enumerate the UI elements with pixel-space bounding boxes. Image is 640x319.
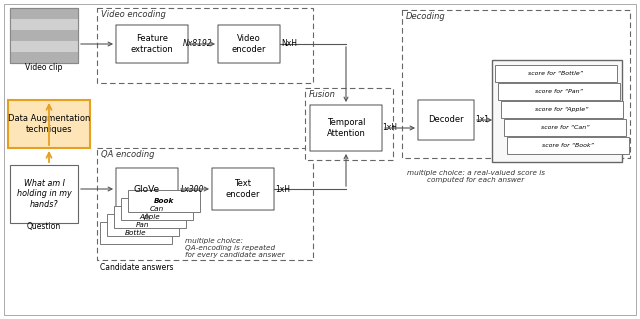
Text: QA encoding: QA encoding: [101, 150, 154, 159]
Bar: [10, 8, 78, 63]
Text: Decoding: Decoding: [406, 12, 445, 21]
Text: Video encoding: Video encoding: [101, 10, 166, 19]
Bar: [107, 214, 179, 236]
Text: Text
encoder: Text encoder: [226, 179, 260, 199]
FancyBboxPatch shape: [418, 100, 474, 140]
FancyBboxPatch shape: [310, 105, 382, 151]
Text: Can: Can: [150, 206, 164, 212]
Bar: [97, 8, 313, 83]
Text: Fusion: Fusion: [309, 90, 336, 99]
Bar: [495, 65, 617, 82]
Text: Lx300: Lx300: [180, 184, 204, 194]
Bar: [507, 137, 629, 154]
Text: Book: Book: [154, 198, 174, 204]
Bar: [305, 88, 393, 160]
FancyBboxPatch shape: [10, 165, 78, 223]
Bar: [501, 101, 623, 118]
Text: 1xH: 1xH: [383, 123, 397, 132]
Text: Apple: Apple: [140, 214, 161, 220]
Text: Temporal
Attention: Temporal Attention: [326, 118, 365, 138]
Bar: [97, 148, 313, 260]
Text: Bottle: Bottle: [125, 230, 147, 236]
Bar: [10, 8, 78, 19]
Bar: [10, 8, 78, 63]
Text: Video
encoder: Video encoder: [232, 34, 266, 54]
Bar: [504, 119, 626, 136]
FancyBboxPatch shape: [116, 25, 188, 63]
Text: 1x1: 1x1: [475, 115, 489, 124]
Text: multiple choice: a real-valued score is
computed for each answer: multiple choice: a real-valued score is …: [407, 170, 545, 183]
Bar: [121, 198, 193, 220]
Bar: [114, 206, 186, 228]
Text: GloVe: GloVe: [134, 184, 160, 194]
Bar: [100, 222, 172, 244]
Bar: [10, 30, 78, 41]
Text: Video clip: Video clip: [26, 63, 63, 72]
Bar: [10, 52, 78, 63]
Text: Pan: Pan: [136, 222, 150, 228]
Text: Decoder: Decoder: [428, 115, 464, 124]
Bar: [498, 83, 620, 100]
FancyBboxPatch shape: [492, 60, 622, 162]
Text: score for “Pan”: score for “Pan”: [535, 89, 583, 94]
Text: Question: Question: [27, 222, 61, 232]
Text: What am I
holding in my
hands?: What am I holding in my hands?: [17, 179, 72, 209]
Text: score for “Apple”: score for “Apple”: [535, 107, 589, 112]
Text: Candidate answers: Candidate answers: [100, 263, 173, 272]
Text: Feature
extraction: Feature extraction: [131, 34, 173, 54]
FancyBboxPatch shape: [218, 25, 280, 63]
FancyBboxPatch shape: [212, 168, 274, 210]
Text: NxH: NxH: [281, 40, 297, 48]
Bar: [402, 10, 630, 158]
Text: score for “Book”: score for “Book”: [542, 143, 594, 148]
Bar: [10, 41, 78, 52]
Text: Data Augmentation
techniques: Data Augmentation techniques: [8, 114, 90, 134]
Text: score for “Bottle”: score for “Bottle”: [529, 71, 584, 76]
Text: 1xH: 1xH: [275, 184, 291, 194]
Text: Nx8192: Nx8192: [183, 40, 213, 48]
FancyBboxPatch shape: [4, 4, 636, 315]
FancyBboxPatch shape: [116, 168, 178, 210]
Text: multiple choice:
QA-encoding is repeated
for every candidate answer: multiple choice: QA-encoding is repeated…: [185, 238, 285, 258]
Text: score for “Can”: score for “Can”: [541, 125, 589, 130]
Bar: [128, 190, 200, 212]
Bar: [10, 19, 78, 30]
FancyBboxPatch shape: [8, 100, 90, 148]
